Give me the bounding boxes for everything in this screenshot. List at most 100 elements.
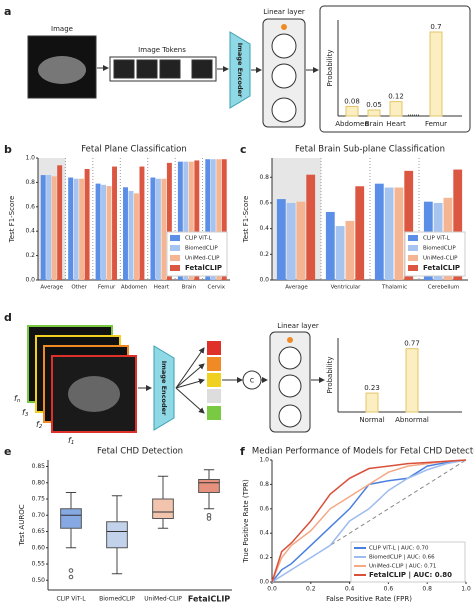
neuron [271, 97, 297, 123]
chart-title: Fetal CHD Detection [97, 447, 183, 457]
x-tick-label: Femur [98, 285, 116, 291]
bar [112, 166, 117, 280]
value-label: 0.23 [364, 384, 380, 392]
x-tick-label: 0.8 [422, 586, 432, 593]
value-label: 0.12 [388, 93, 404, 101]
bar [216, 159, 222, 280]
y-tick-label: 0.4 [259, 530, 269, 537]
x-tick-label: Abnormal [395, 416, 429, 424]
legend-label: CLIP ViT-L | AUC: 0.70 [369, 546, 429, 552]
ultrasound-blob [38, 56, 86, 84]
bar [139, 166, 145, 280]
frame-label-sub: 3 [25, 412, 29, 418]
bar [183, 161, 189, 280]
x-tick-label: Average [40, 285, 63, 291]
legend-swatch [170, 245, 180, 251]
concat-label: c [250, 376, 254, 385]
box [152, 498, 174, 519]
y-tick-label: 0.50 [32, 577, 46, 584]
linear-label: Linear layer [263, 8, 305, 16]
outlier [206, 516, 212, 521]
encoder-label: Image Encoder [160, 361, 168, 416]
neuron [278, 404, 302, 428]
bar [68, 177, 74, 280]
x-tick-label: 0.6 [384, 586, 394, 593]
x-tick-label: 0.4 [345, 586, 355, 593]
legend-label: UniMed-CLIP | AUC: 0.71 [369, 564, 436, 570]
y-tick-label: 0.8 [259, 481, 269, 488]
bar [221, 159, 227, 280]
token [191, 59, 213, 79]
bar [453, 169, 463, 280]
roc-line [271, 459, 467, 583]
panel-labels: a b c d e f [4, 5, 247, 458]
y-tick-label: 0.4 [25, 228, 35, 235]
y-tick-label: 0.2 [25, 252, 35, 259]
panel-label: b [4, 143, 12, 156]
roc-line [271, 459, 467, 583]
roc-line [271, 459, 467, 583]
x-tick-label: Brain [182, 285, 197, 291]
tokens-box [109, 56, 217, 82]
x-tick-label: Brain [365, 120, 383, 128]
y-tick-label: 1.0 [259, 457, 269, 464]
arrow [175, 347, 205, 389]
bar [325, 211, 335, 280]
bar [150, 177, 156, 280]
bar [429, 31, 443, 117]
bar [106, 186, 112, 280]
frame-label: f2 [36, 420, 43, 430]
frame-label-sub: 2 [39, 424, 43, 430]
bar [405, 348, 419, 413]
x-axis-label: False Positive Rate (FPR) [326, 595, 412, 603]
frame [51, 355, 137, 433]
x-tick-label: Abdomen [335, 120, 369, 128]
panel-label: a [4, 5, 11, 18]
ultrasound-blob [68, 376, 120, 412]
bar [210, 159, 216, 280]
bar [355, 186, 365, 280]
y-tick-label: 0.55 [32, 561, 46, 568]
x-tick-label: FetalCLIP [188, 595, 230, 604]
bar [335, 226, 345, 280]
arrow [175, 387, 205, 414]
neuron [271, 33, 297, 59]
roc-line [271, 459, 467, 583]
outlier [68, 574, 74, 580]
feature [207, 373, 221, 387]
bar [306, 174, 316, 280]
token [159, 59, 181, 79]
legend-label: BiomedCLIP | AUC: 0.66 [369, 555, 435, 561]
legend-label: FetalCLIP [185, 264, 222, 272]
x-tick-label: CLIP ViT-L [56, 596, 86, 603]
panel-label: e [4, 445, 11, 458]
image-label: Image [51, 25, 73, 33]
frame-label: f1 [68, 436, 74, 446]
x-tick-label: Normal [359, 416, 384, 424]
bar [128, 190, 134, 280]
bar [40, 175, 46, 280]
encoder [153, 345, 175, 431]
legend-swatch [170, 255, 180, 261]
bar [134, 193, 139, 280]
y-tick-label: 0.0 [25, 277, 35, 284]
y-tick-label: 0.2 [259, 554, 269, 561]
panel-label: d [4, 311, 12, 324]
bar [345, 105, 359, 117]
diagram-a: Image Image Tokens Image Encoder Linear … [27, 5, 471, 133]
diagram-d: fn f3 f2 f1 Image Encoder c Linear layer [14, 322, 325, 446]
x-tick-label: Heart [386, 120, 406, 128]
bar [404, 170, 414, 280]
arrow [175, 378, 205, 389]
feature [207, 406, 221, 420]
x-tick-label: Cervix [208, 285, 226, 291]
bar [79, 178, 85, 280]
bar [374, 183, 384, 280]
y-axis-label: Test F1-Score [8, 196, 16, 244]
bar [161, 178, 167, 280]
x-tick-label: 1.0 [461, 586, 471, 593]
encoder [229, 31, 251, 109]
feature [207, 341, 221, 355]
feature [207, 389, 221, 403]
frame-label-base: f [14, 394, 18, 403]
